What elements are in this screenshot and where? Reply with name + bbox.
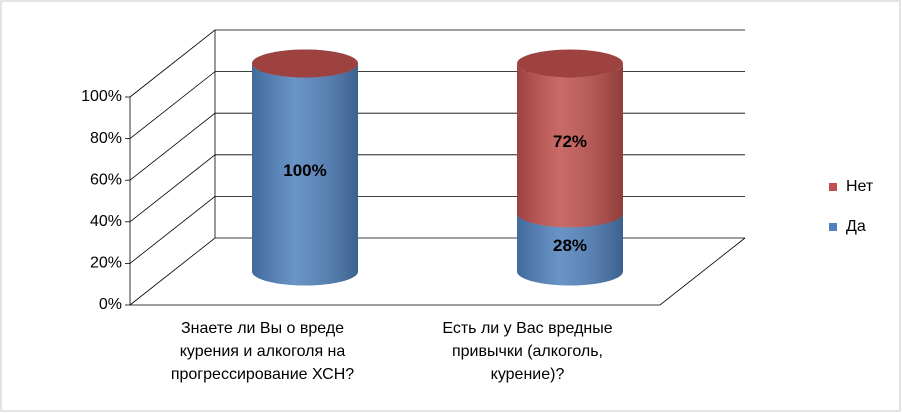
y-tick-label: 0% [99, 296, 122, 313]
legend-label: Да [846, 218, 866, 235]
legend-swatch [829, 223, 837, 231]
y-tick-label: 100% [81, 88, 122, 105]
value-label: 100% [283, 161, 326, 180]
grid-line [129, 71, 745, 139]
y-tick-label: 40% [90, 213, 122, 230]
grid-line [129, 237, 745, 306]
grid-line [129, 29, 745, 98]
cylinder-top [517, 49, 623, 78]
grid-line [129, 112, 745, 181]
value-label: 72% [553, 132, 587, 151]
y-tick-label: 60% [90, 171, 122, 188]
cylinder-top [252, 49, 358, 78]
grid-line [129, 154, 745, 223]
cylinder-shade [252, 63, 358, 286]
value-label: 28% [553, 236, 587, 255]
floor-edge [130, 237, 746, 306]
y-tick-label: 80% [90, 130, 122, 147]
legend-label: Нет [846, 178, 874, 195]
x-tick-label: Знаете ли Вы о вреде курения и алкоголя … [170, 320, 355, 383]
grid-line [129, 196, 745, 264]
cylinder-shade [517, 213, 623, 286]
x-tick-label: Есть ли у Вас вредные привычки (алкоголь… [442, 320, 613, 383]
legend-swatch [829, 183, 837, 191]
cylinder-shade [517, 63, 623, 228]
y-tick-label: 20% [90, 255, 122, 272]
